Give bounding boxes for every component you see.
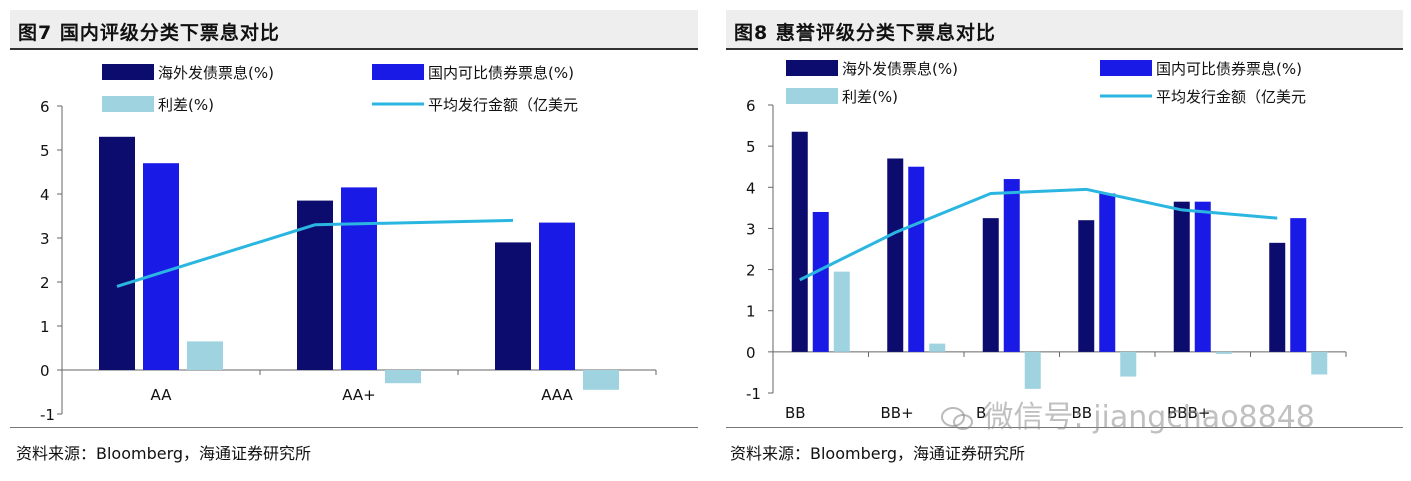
- bar-overseas-coupon: [791, 131, 808, 352]
- bar-overseas-coupon: [495, 242, 531, 370]
- bar-spread: [1120, 351, 1137, 377]
- bar-overseas-coupon: [1078, 220, 1095, 352]
- y-tick-label: 1: [746, 303, 756, 321]
- legend-label: 平均发行金额（亿美元: [428, 96, 578, 114]
- bar-overseas-coupon: [982, 218, 999, 352]
- chart-panel-right: 图8 惠誉评级分类下票息对比 6 5 4 3 2 1 0 -1 BB BB+ B BB BBB+ 海外发债…: [716, 0, 1411, 481]
- legend-label: 利差(%): [158, 96, 214, 114]
- legend-swatch: [372, 64, 424, 80]
- bar-spread: [385, 370, 421, 384]
- y-tick-label: -1: [746, 385, 761, 403]
- bar-domestic-coupon: [908, 166, 925, 352]
- bar-spread: [1215, 351, 1232, 354]
- legend-label: 海外发债票息(%): [158, 64, 274, 82]
- bar-domestic-coupon: [812, 211, 829, 352]
- bar-domestic-coupon: [1099, 193, 1116, 352]
- y-tick-label: 0: [746, 344, 756, 362]
- x-category-label: BBB+: [1167, 404, 1210, 422]
- bar-overseas-coupon: [1269, 242, 1286, 352]
- y-tick-label: 3: [40, 230, 50, 248]
- title-bar: 图8 惠誉评级分类下票息对比: [726, 10, 1403, 50]
- legend-label: 平均发行金额（亿美元: [1156, 88, 1306, 106]
- bar-overseas-coupon: [1173, 201, 1190, 352]
- y-tick-label: 5: [40, 142, 50, 160]
- y-tick-label: -1: [40, 406, 55, 424]
- legend-label: 国内可比债券票息(%): [1156, 60, 1302, 78]
- footer-divider: [10, 427, 698, 428]
- x-category-label: B: [976, 404, 986, 422]
- watermark-text: 微信号: jiangchao8848: [983, 400, 1315, 435]
- legend-label: 国内可比债券票息(%): [428, 64, 574, 82]
- bar-spread: [187, 341, 223, 370]
- title-bar: 图7 国内评级分类下票息对比: [10, 10, 698, 50]
- y-tick-label: 2: [40, 274, 50, 292]
- y-tick-label: 2: [746, 262, 756, 280]
- bar-domestic-coupon: [1290, 218, 1307, 352]
- y-tick-label: 6: [40, 98, 50, 116]
- line-avg-issuance: [116, 218, 514, 288]
- chart-area-left: 6 5 4 3 2 1 0 -1 AA AA+ AAA 海外发债票息(%) 国内可比债券票息(%) 利差(…: [40, 64, 657, 424]
- bar-domestic-coupon: [539, 222, 575, 370]
- source-note: 资料来源：Bloomberg，海通证券研究所: [730, 444, 1026, 463]
- x-category-label: AAA: [541, 386, 573, 404]
- bar-domestic-coupon: [1194, 201, 1211, 352]
- bar-spread: [929, 343, 946, 352]
- y-tick-label: 1: [40, 318, 50, 336]
- legend-label: 利差(%): [842, 88, 898, 106]
- footer-divider: [726, 427, 1403, 428]
- y-tick-label: 5: [746, 138, 756, 156]
- y-tick-label: 6: [746, 97, 756, 115]
- legend-swatch: [102, 64, 154, 80]
- line-avg-issuance: [799, 187, 1278, 282]
- bar-overseas-coupon: [887, 158, 904, 352]
- y-tick-label: 4: [40, 186, 50, 204]
- x-category-label: BB: [1072, 404, 1093, 422]
- wechat-watermark: 微信号: jiangchao8848: [940, 392, 1315, 436]
- x-category-label: AA: [151, 386, 173, 404]
- y-tick-label: 0: [40, 362, 50, 380]
- legend-swatch: [1100, 60, 1152, 76]
- y-tick-label: 4: [746, 179, 756, 197]
- chart-title: 图8 惠誉评级分类下票息对比: [734, 22, 996, 44]
- x-category-label: AA+: [342, 386, 376, 404]
- panel-gap: [706, 0, 716, 481]
- bar-spread: [1024, 351, 1041, 389]
- bar-spread: [1311, 351, 1328, 375]
- chart-panel-left: 图7 国内评级分类下票息对比 6 5 4 3 2 1 0 -1 AA AA+ AAA 海外发债票息(%…: [10, 10, 698, 463]
- source-note: 资料来源：Bloomberg，海通证券研究所: [16, 444, 312, 463]
- x-category-label: BB+: [881, 404, 914, 422]
- bar-domestic-coupon: [1003, 179, 1020, 352]
- bar-domestic-coupon: [143, 163, 179, 370]
- bar-overseas-coupon: [99, 136, 135, 370]
- legend-swatch: [102, 96, 154, 112]
- chart-title: 图7 国内评级分类下票息对比: [18, 22, 280, 44]
- legend-swatch: [786, 60, 838, 76]
- bar-spread: [583, 370, 619, 390]
- legend-swatch: [786, 88, 838, 104]
- wechat-icon: [941, 406, 973, 430]
- bar-spread: [833, 271, 850, 352]
- x-category-label: BB: [785, 404, 806, 422]
- y-tick-label: 3: [746, 220, 756, 238]
- legend-label: 海外发债票息(%): [842, 60, 958, 78]
- bar-domestic-coupon: [341, 187, 377, 370]
